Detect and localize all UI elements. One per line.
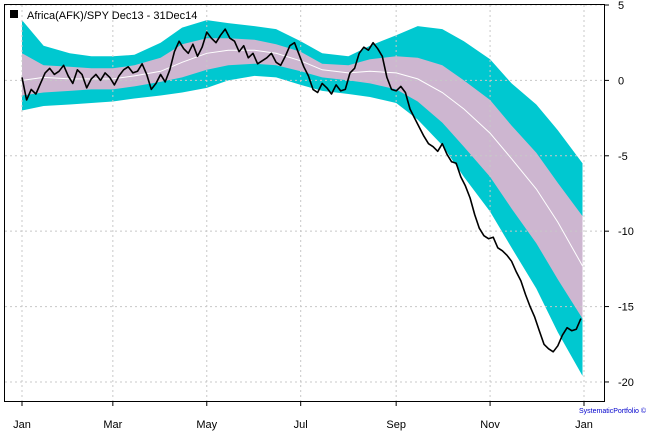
y-tick-label: 0	[618, 75, 624, 87]
y-tick-label: -10	[618, 226, 634, 238]
x-tick-label: Nov	[480, 419, 500, 431]
inner-band-area	[22, 38, 583, 319]
y-tick-label: -15	[618, 302, 634, 314]
legend-swatch	[10, 10, 18, 18]
axes-layer: 5 0 -5 -10 -15 -20 Jan Mar May Jul Sep Nov Jan	[13, 0, 634, 431]
lines-layer	[21, 28, 583, 353]
y-tick-label: -20	[618, 377, 634, 389]
bands-layer	[22, 20, 583, 376]
x-tick-label: Jan	[13, 419, 31, 431]
legend-label: Africa(AFK)/SPY Dec13 - 31Dec14	[27, 10, 197, 22]
x-tick-label: Mar	[103, 419, 122, 431]
legend: Africa(AFK)/SPY Dec13 - 31Dec14	[10, 10, 197, 22]
credit-text: SystematicPortfolio ©	[579, 407, 647, 415]
grid-layer	[5, 4, 604, 401]
y-tick-label: 5	[618, 0, 624, 12]
y-tick-label: -5	[618, 151, 628, 163]
x-tick-label: Jan	[575, 419, 593, 431]
x-tick-label: May	[196, 419, 217, 431]
plot-frame	[4, 4, 605, 402]
series-line	[21, 28, 582, 353]
x-tick-label: Jul	[294, 419, 308, 431]
x-tick-label: Sep	[386, 419, 406, 431]
